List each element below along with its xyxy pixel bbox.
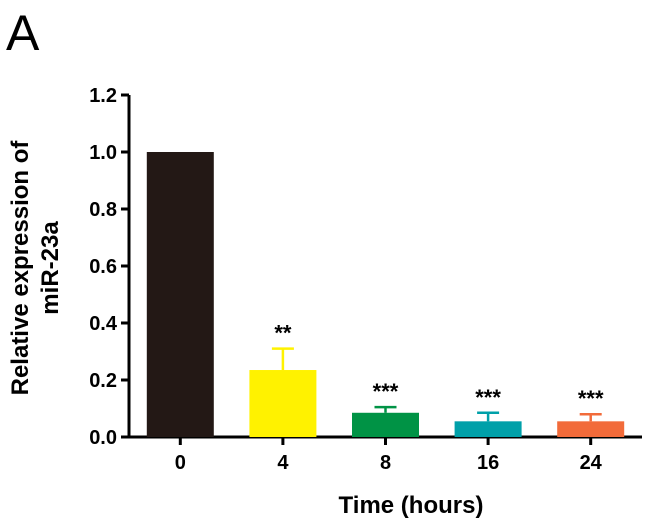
y-axis-title: Relative expression of miR-23a (7, 140, 64, 396)
y-tick-label: 0.4 (89, 313, 118, 335)
significance-label: *** (475, 385, 501, 410)
bar (454, 421, 522, 437)
y-axis-title-line1: Relative expression of (7, 140, 34, 396)
x-tick-label: 24 (580, 452, 603, 474)
bar (146, 152, 214, 437)
y-tick-label: 0.0 (89, 427, 117, 449)
y-axis-title-line2: miR-23a (37, 221, 64, 315)
bar (352, 412, 419, 437)
bar (557, 421, 625, 437)
significance-label: *** (578, 386, 604, 411)
y-tick-label: 0.6 (89, 256, 117, 278)
x-tick-label: 4 (277, 452, 289, 474)
y-tick-label: 0.8 (89, 199, 117, 221)
x-tick-label: 0 (175, 452, 186, 474)
bar (249, 370, 317, 437)
significance-label: *** (373, 379, 399, 404)
x-tick-label: 8 (380, 452, 391, 474)
y-tick-label: 1.2 (89, 85, 117, 107)
panel-label: A (6, 5, 40, 61)
x-axis-title: Time (hours) (339, 492, 484, 519)
y-tick-label: 1.0 (89, 142, 117, 164)
significance-label: ** (274, 321, 292, 346)
y-tick-label: 0.2 (89, 370, 117, 392)
x-tick-label: 16 (477, 452, 499, 474)
plot-area: 0.0 0.2 0.4 0.6 0.8 1.0 1.2 0 ** 4 *** 8 *** 16 *** 24 (89, 85, 642, 474)
